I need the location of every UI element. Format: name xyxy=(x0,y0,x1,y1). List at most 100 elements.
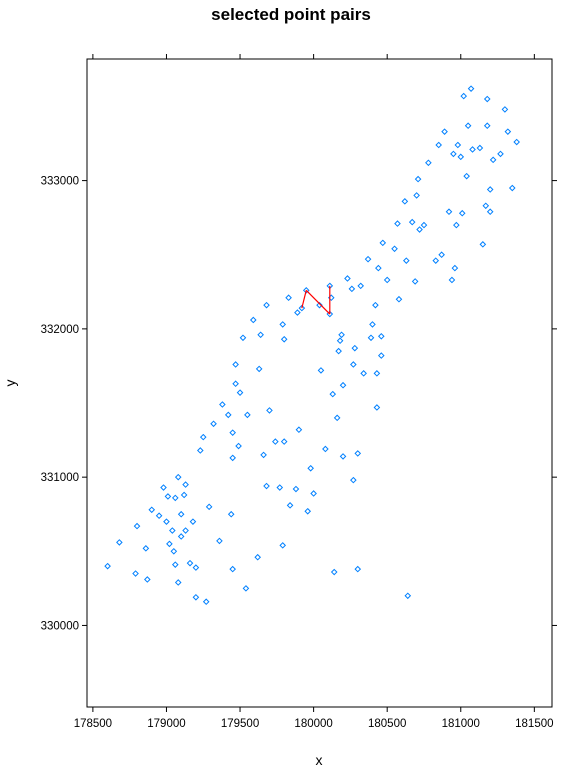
data-point xyxy=(420,221,428,229)
plot-frame xyxy=(86,58,553,708)
data-point xyxy=(186,559,194,567)
data-point xyxy=(170,547,178,555)
data-point xyxy=(171,494,179,502)
scatter-points xyxy=(104,85,520,606)
data-point xyxy=(276,484,284,491)
data-point xyxy=(279,321,287,328)
data-point xyxy=(295,426,303,434)
data-point xyxy=(224,411,232,419)
data-point xyxy=(448,276,456,284)
data-point xyxy=(144,576,151,583)
data-point xyxy=(383,276,391,284)
data-point xyxy=(192,593,200,601)
data-point xyxy=(333,414,341,422)
data-point xyxy=(372,301,379,309)
data-point xyxy=(451,264,459,272)
data-point xyxy=(142,545,150,552)
data-point xyxy=(441,128,448,135)
selected-pair-lines xyxy=(301,285,331,315)
data-point xyxy=(219,401,226,408)
data-point xyxy=(360,370,367,377)
data-point xyxy=(174,473,182,481)
data-point xyxy=(199,433,207,441)
data-point xyxy=(255,365,263,373)
data-point xyxy=(348,285,356,293)
selected-pair-line xyxy=(301,290,307,309)
data-point xyxy=(373,404,381,411)
data-point xyxy=(458,209,466,217)
data-point xyxy=(483,122,491,130)
data-point xyxy=(260,451,267,459)
x-tick-label: 179500 xyxy=(221,718,259,730)
data-point xyxy=(132,570,139,577)
data-point xyxy=(367,334,375,342)
x-tick-label: 180000 xyxy=(294,718,332,730)
data-point xyxy=(336,337,344,345)
data-point xyxy=(460,92,468,100)
data-point xyxy=(338,331,345,339)
x-tick-label: 180500 xyxy=(368,718,406,730)
data-point xyxy=(235,442,242,450)
data-point xyxy=(445,208,453,216)
data-point xyxy=(413,192,420,199)
data-point xyxy=(322,445,329,453)
y-tick-label: 331000 xyxy=(41,472,79,484)
data-point xyxy=(377,352,385,359)
data-point xyxy=(350,476,357,484)
data-point xyxy=(344,275,351,282)
data-point xyxy=(116,539,123,546)
data-point xyxy=(408,218,416,226)
data-point xyxy=(489,156,497,164)
data-point xyxy=(280,335,288,343)
data-point xyxy=(164,493,172,500)
data-point xyxy=(350,361,357,368)
data-point xyxy=(292,485,300,493)
data-point xyxy=(171,561,179,568)
data-point xyxy=(229,565,236,573)
data-point xyxy=(504,128,512,135)
data-point xyxy=(463,172,470,180)
data-point xyxy=(329,390,337,398)
data-point xyxy=(486,208,494,216)
data-point xyxy=(279,542,287,549)
data-point xyxy=(357,282,365,290)
data-point xyxy=(501,106,509,113)
data-point xyxy=(180,491,188,499)
selected-pair-line xyxy=(305,289,331,315)
data-point xyxy=(232,361,239,368)
data-point xyxy=(326,310,334,318)
data-point xyxy=(339,453,347,460)
data-point xyxy=(232,380,239,388)
data-point xyxy=(169,527,176,534)
data-point xyxy=(227,510,235,518)
data-point xyxy=(302,287,310,294)
data-point xyxy=(486,186,494,193)
axis-ticks: 178500 179000 179500 180000 180500 181000 1815… xyxy=(41,54,557,730)
data-point xyxy=(369,321,376,328)
data-point xyxy=(148,506,156,514)
data-point xyxy=(244,411,251,419)
data-point xyxy=(266,407,273,414)
data-point xyxy=(272,438,279,445)
x-tick-label: 181000 xyxy=(442,718,480,730)
x-axis-label: x xyxy=(316,752,323,768)
data-point xyxy=(242,585,250,592)
data-point xyxy=(310,490,317,497)
data-point xyxy=(249,316,257,324)
data-point xyxy=(205,503,213,511)
data-point xyxy=(285,294,292,302)
data-point xyxy=(335,347,342,355)
x-tick-label: 178500 xyxy=(74,718,112,730)
data-point xyxy=(476,144,484,152)
x-tick-label: 181500 xyxy=(515,718,553,730)
data-point xyxy=(513,138,520,146)
data-point xyxy=(263,482,270,490)
data-point xyxy=(425,159,432,167)
y-axis-label: y xyxy=(2,380,18,387)
data-point xyxy=(160,484,167,491)
data-point xyxy=(263,301,270,309)
data-point xyxy=(104,562,111,570)
data-point xyxy=(457,153,465,161)
data-point xyxy=(239,334,247,342)
data-point xyxy=(229,454,236,462)
